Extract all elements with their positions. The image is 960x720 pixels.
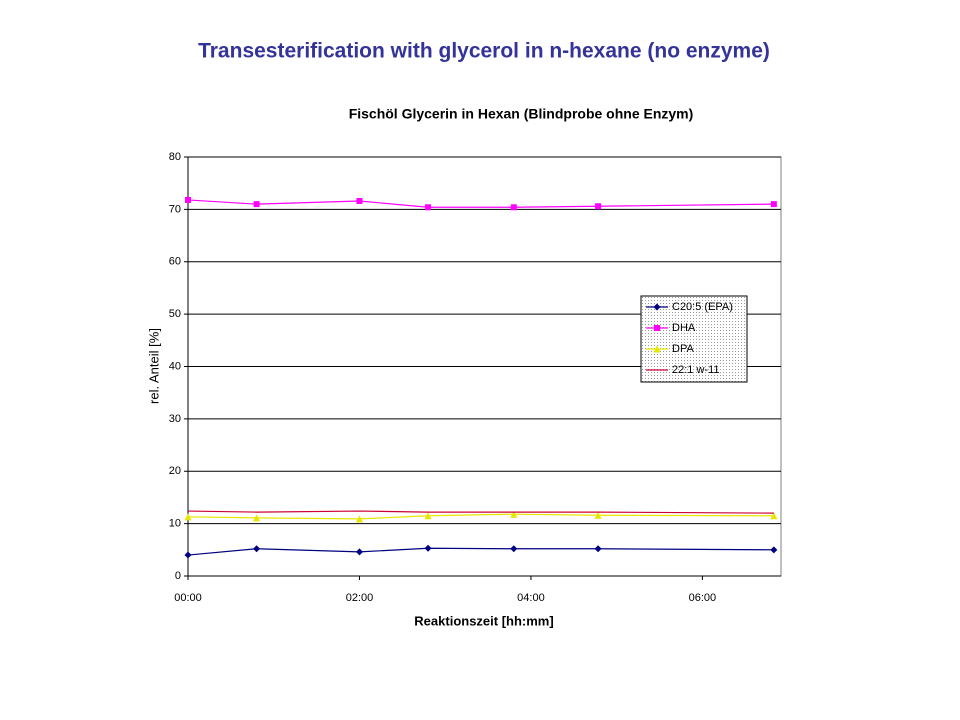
y-tick-label: 10: [169, 518, 181, 530]
marker: [184, 513, 192, 521]
series-line: [187, 510, 774, 514]
legend-label: DPA: [672, 343, 694, 355]
marker: [510, 510, 518, 518]
marker: [355, 548, 363, 556]
x-tick-label: 04:00: [517, 592, 545, 604]
marker: [654, 325, 660, 331]
marker: [770, 512, 778, 520]
marker: [510, 545, 518, 553]
marker: [770, 201, 777, 208]
marker: [253, 201, 260, 208]
y-tick-label: 80: [169, 151, 181, 163]
y-tick-label: 50: [169, 308, 181, 320]
marker: [184, 551, 192, 559]
marker: [770, 546, 778, 554]
chart-title: Fischöl Glycerin in Hexan (Blindprobe oh…: [349, 106, 694, 122]
marker: [425, 204, 432, 211]
y-tick-label: 30: [169, 413, 181, 425]
marker: [355, 515, 363, 523]
x-axis-label: Reaktionszeit [hh:mm]: [414, 613, 553, 628]
marker: [595, 203, 602, 210]
marker: [653, 303, 661, 311]
marker: [253, 545, 261, 553]
marker: [253, 514, 261, 522]
slide-title: Transesterification with glycerol in n-h…: [198, 40, 770, 63]
x-tick-label: 00:00: [174, 592, 202, 604]
marker: [424, 544, 432, 552]
legend-box: [640, 295, 748, 383]
x-tick-label: 06:00: [689, 592, 717, 604]
legend: C20:5 (EPA) DHA DPA 22:1 w-11: [640, 295, 748, 383]
y-axis-label: rel. Anteil [%]: [146, 328, 161, 404]
marker: [356, 197, 363, 204]
marker: [594, 511, 602, 519]
y-tick-label: 70: [169, 203, 181, 215]
legend-label: 22:1 w-11: [672, 364, 720, 376]
marker: [424, 512, 432, 520]
y-tick-label: 40: [169, 360, 181, 372]
y-tick-label: 60: [169, 256, 181, 268]
marker: [185, 196, 191, 203]
legend-label: DHA: [672, 322, 696, 334]
legend-label: C20:5 (EPA): [672, 301, 733, 313]
marker: [653, 345, 661, 353]
x-tick-label: 02:00: [346, 592, 374, 604]
marker: [594, 545, 602, 553]
marker: [510, 204, 517, 211]
y-tick-label: 20: [169, 465, 181, 477]
y-tick-label: 0: [175, 570, 181, 582]
